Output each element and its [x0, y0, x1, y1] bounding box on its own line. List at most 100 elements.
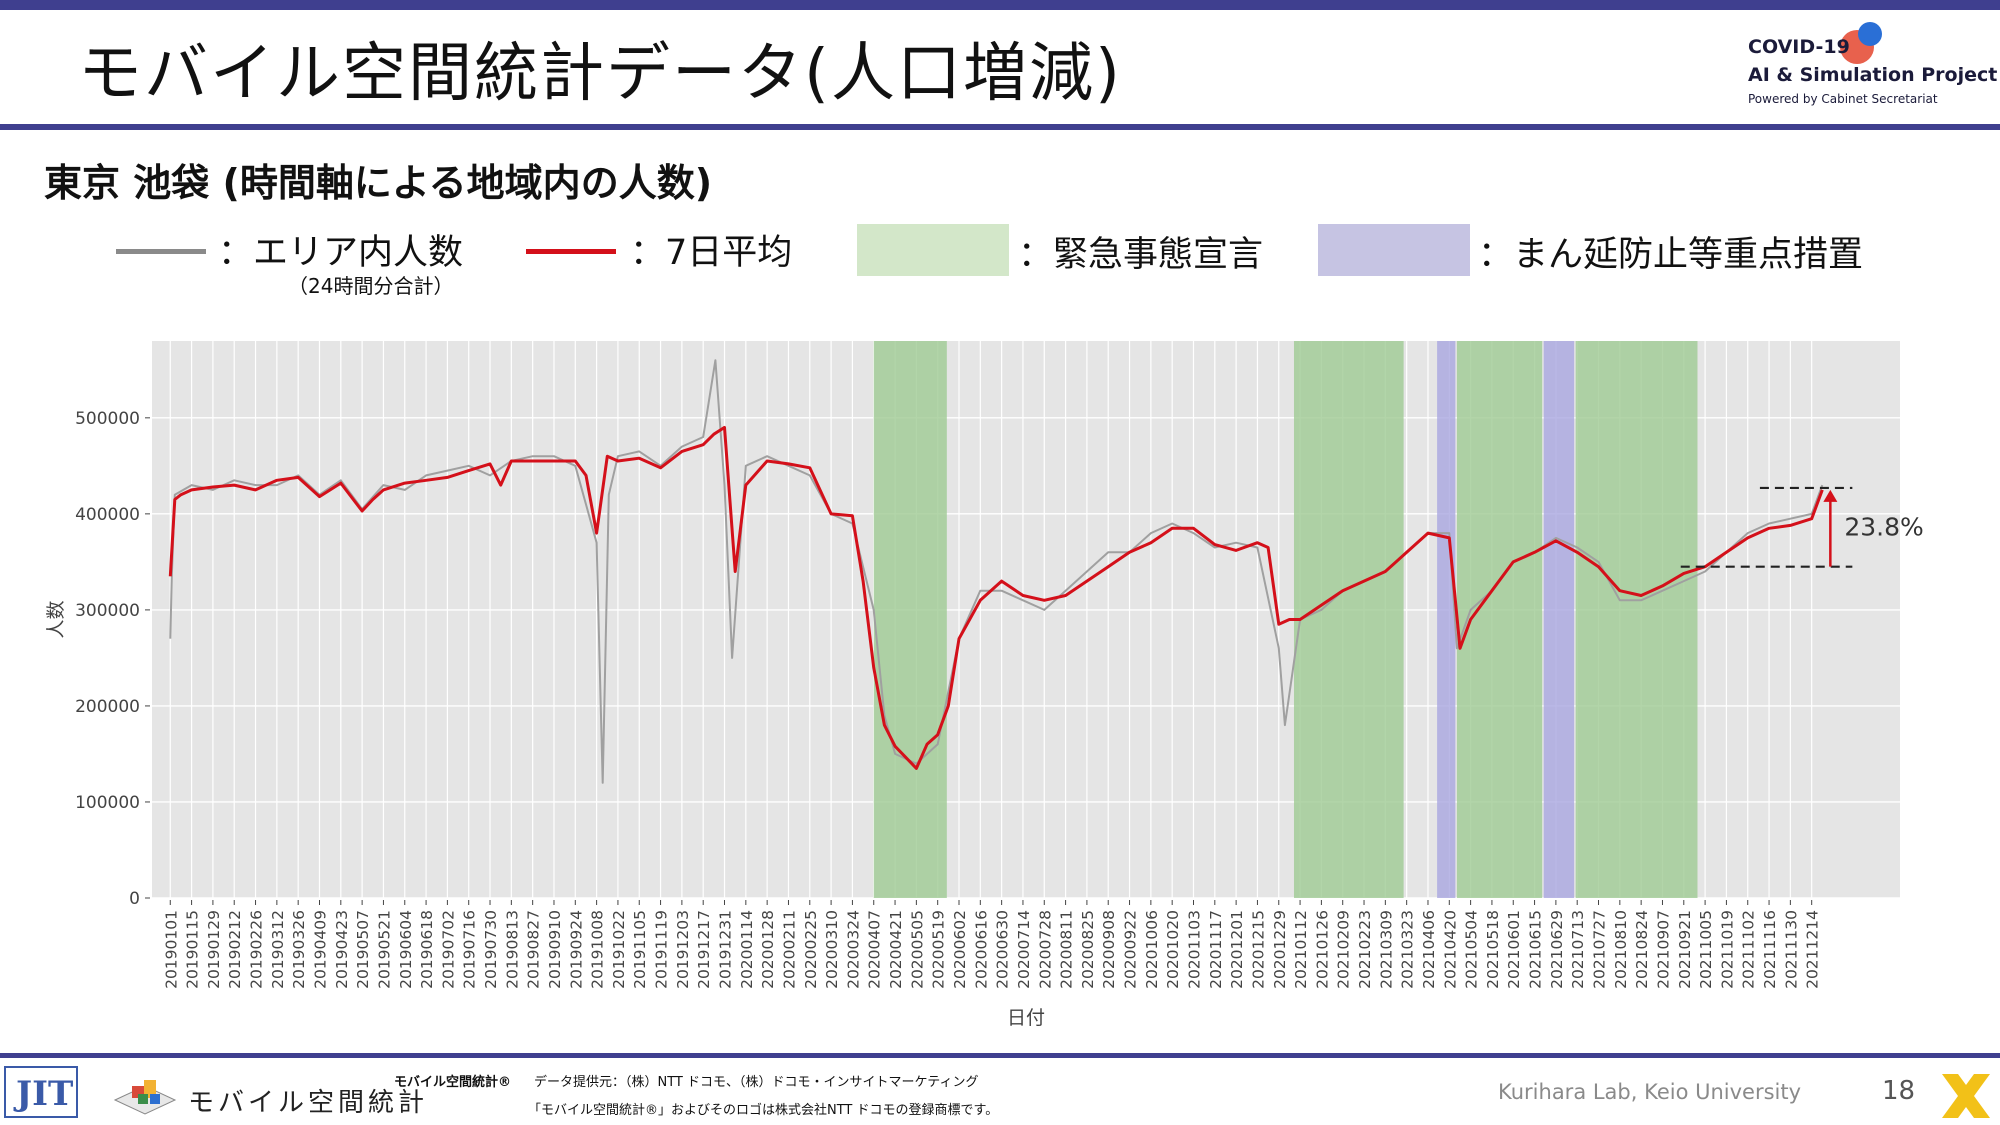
x-tick-label: 20200811 — [1058, 910, 1076, 989]
x-tick-label: 20210907 — [1654, 910, 1672, 989]
x-tick-label: 20211214 — [1804, 910, 1822, 989]
x-tick-label: 20210713 — [1569, 910, 1587, 989]
x-tick-label: 20200728 — [1036, 910, 1054, 989]
x-tick-label: 20200922 — [1122, 910, 1140, 989]
logo-line2: AI & Simulation Project — [1748, 64, 1998, 86]
x-tick-label: 20211019 — [1718, 910, 1736, 989]
x-tick-label: 20210309 — [1377, 910, 1395, 989]
x-tick-label: 20190924 — [567, 910, 585, 989]
x-tick-label: 20200211 — [780, 910, 798, 989]
y-tick-label: 500000 — [75, 409, 140, 429]
x-tick-label: 20200324 — [844, 910, 862, 989]
annotation-arrow-head — [1823, 489, 1838, 502]
x-tick-label: 20191022 — [610, 910, 628, 989]
x-tick-label: 20190101 — [162, 910, 180, 989]
x-tick-label: 20191008 — [589, 910, 607, 989]
y-tick-label: 100000 — [75, 793, 140, 813]
x-tick-label: 20190604 — [397, 910, 415, 989]
x-tick-label: 20190618 — [418, 910, 436, 989]
x-tick-label: 20210126 — [1313, 910, 1331, 989]
slide-title: モバイル空間統計データ(人口増減) — [78, 37, 1122, 111]
x-tick-label: 20191105 — [631, 910, 649, 989]
x-tick-label: 20200505 — [908, 910, 926, 989]
x-tick-label: 20191231 — [717, 910, 735, 989]
x-tick-label: 20190115 — [184, 910, 202, 989]
y-tick-label: 400000 — [75, 505, 140, 525]
legend-area-count: ：エリア内人数 — [218, 233, 464, 273]
x-tick-label: 20190423 — [333, 910, 351, 989]
x-tick-label: 20200908 — [1100, 910, 1118, 989]
y-tick-label: 200000 — [75, 697, 140, 717]
x-tick-label: 20200825 — [1079, 910, 1097, 989]
x-tick-label: 20190507 — [354, 910, 372, 989]
slide-subtitle: 東京 池袋 (時間軸による地域内の人数) — [44, 161, 713, 205]
x-tick-label: 20210518 — [1484, 910, 1502, 989]
x-tick-label: 20190226 — [248, 910, 266, 989]
period-band — [1575, 341, 1698, 898]
x-tick-label: 20210601 — [1505, 910, 1523, 989]
footer-source-label: モバイル空間統計® — [394, 1075, 512, 1090]
x-tick-label: 20201201 — [1228, 910, 1246, 989]
x-tick-label: 20200310 — [823, 910, 841, 989]
x-tick-label: 20200225 — [802, 910, 820, 989]
x-tick-label: 20191217 — [695, 910, 713, 989]
x-tick-label: 20210824 — [1633, 910, 1651, 989]
keio-lab-logo: JIT — [4, 1066, 78, 1118]
x-tick-label: 20210504 — [1463, 910, 1481, 989]
mobile-stats-cubes-icon — [113, 1080, 177, 1115]
title-divider — [0, 124, 2000, 130]
footer-brand: モバイル空間統計 — [188, 1088, 429, 1118]
x-tick-label: 20200128 — [759, 910, 777, 989]
x-tick-label: 20210629 — [1548, 910, 1566, 989]
x-tick-label: 20190521 — [375, 910, 393, 989]
legend-emergency-swatch — [857, 224, 1009, 276]
x-tick-label: 20200602 — [951, 910, 969, 989]
x-axis-label: 日付 — [1007, 1007, 1045, 1029]
x-tick-label: 20201020 — [1164, 910, 1182, 989]
legend-avg7: ：7日平均 — [630, 233, 793, 273]
footer-trademark: 「モバイル空間統計®」およびそのロゴは株式会社NTT ドコモの登録商標です。 — [528, 1103, 999, 1118]
x-tick-label: 20191119 — [653, 910, 671, 989]
x-tick-label: 20200421 — [887, 910, 905, 989]
legend-raw-line — [116, 249, 206, 254]
footer-source: データ提供元：（株）NTT ドコモ、（株）ドコモ・インサイトマーケティング — [534, 1075, 979, 1090]
x-tick-label: 20200519 — [930, 910, 948, 989]
x-tick-label: 20201103 — [1185, 910, 1203, 989]
x-logo-icon — [1942, 1074, 1990, 1118]
x-tick-label: 20210209 — [1335, 910, 1353, 989]
page-number: 18 — [1882, 1076, 1916, 1106]
y-tick-label: 0 — [129, 889, 140, 909]
y-axis-label: 人数 — [45, 600, 67, 638]
x-tick-label: 20211116 — [1761, 910, 1779, 989]
x-tick-label: 20210323 — [1399, 910, 1417, 989]
x-tick-label: 20190702 — [439, 910, 457, 989]
x-tick-label: 20190910 — [546, 910, 564, 989]
legend-area-count-note: （24時間分合計） — [288, 274, 454, 298]
covid-project-logo: COVID-19 AI & Simulation Project Powered… — [1748, 22, 1997, 122]
x-tick-label: 20200714 — [1015, 910, 1033, 989]
x-tick-label: 20210921 — [1676, 910, 1694, 989]
period-band — [1293, 341, 1404, 898]
x-tick-label: 20200114 — [738, 910, 756, 989]
legend-emergency: ：緊急事態宣言 — [1018, 235, 1264, 275]
period-band — [873, 341, 947, 898]
x-tick-label: 20190730 — [482, 910, 500, 989]
x-tick-label: 20190813 — [503, 910, 521, 989]
series-line-avg7 — [168, 425, 1824, 770]
x-tick-label: 20211005 — [1697, 910, 1715, 989]
period-band — [1437, 341, 1456, 898]
x-tick-label: 20201215 — [1249, 910, 1267, 989]
x-tick-label: 20210727 — [1591, 910, 1609, 989]
x-tick-label: 20190326 — [290, 910, 308, 989]
x-tick-label: 20210615 — [1527, 910, 1545, 989]
x-tick-label: 20190409 — [311, 910, 329, 989]
x-tick-label: 20190827 — [525, 910, 543, 989]
period-band — [1543, 341, 1575, 898]
x-tick-label: 20201117 — [1207, 910, 1225, 989]
legend-semi-emergency-swatch — [1318, 224, 1470, 276]
footer-accent-bar — [0, 1053, 2000, 1058]
x-tick-label: 20201229 — [1271, 910, 1289, 989]
x-tick-label: 20191203 — [674, 910, 692, 989]
x-tick-label: 20190716 — [461, 910, 479, 989]
